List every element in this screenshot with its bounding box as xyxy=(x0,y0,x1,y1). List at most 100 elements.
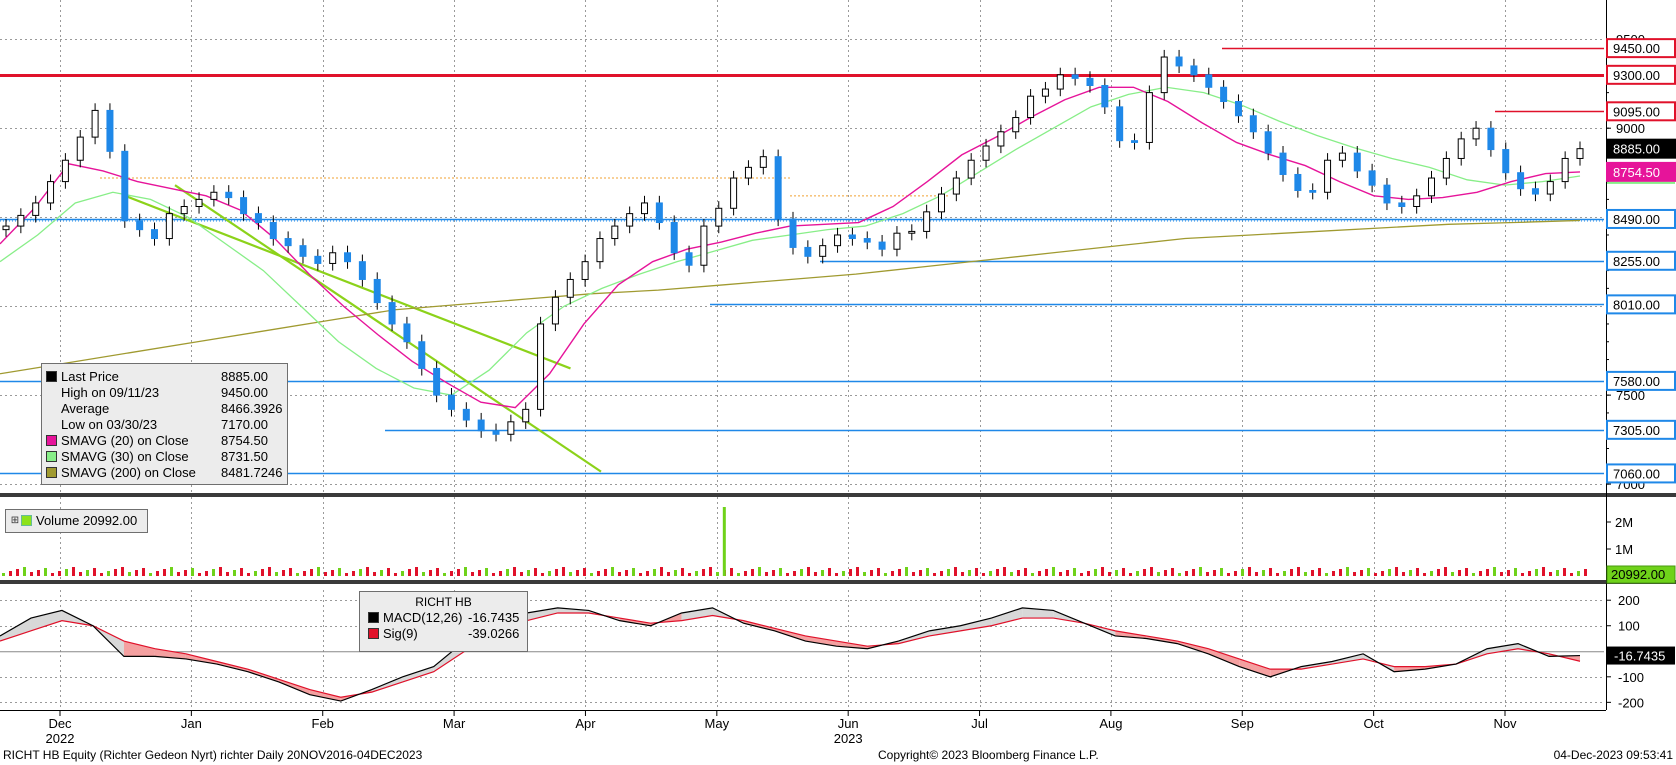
candle-body xyxy=(165,213,173,240)
volume-bar xyxy=(79,572,82,576)
legend-label: Last Price xyxy=(61,368,119,384)
macd-histogram-fill xyxy=(0,618,31,642)
volume-bar xyxy=(331,570,334,576)
volume-bar xyxy=(1542,567,1545,576)
candle-body xyxy=(1205,74,1213,88)
candle-body xyxy=(403,323,411,343)
x-month-label: Aug xyxy=(1099,716,1122,731)
candle-body xyxy=(1457,138,1465,159)
candle-body xyxy=(507,421,515,435)
volume-bar xyxy=(373,572,376,576)
volume-bar xyxy=(1192,569,1195,576)
volume-bar xyxy=(520,572,523,576)
candle-body xyxy=(982,145,990,161)
volume-bar xyxy=(93,568,96,576)
volume-bar xyxy=(1164,570,1167,576)
volume-bar xyxy=(884,573,887,576)
volume-bar xyxy=(996,569,999,576)
volume-badge xyxy=(1606,565,1676,584)
volume-bar xyxy=(1255,572,1258,576)
macd-legend-title: RICHT HB xyxy=(415,595,472,609)
volume-bar xyxy=(807,567,810,576)
volume-bar xyxy=(1129,573,1132,576)
volume-bar xyxy=(1220,568,1223,576)
volume-bar xyxy=(1241,569,1244,576)
candle-body xyxy=(685,252,693,266)
macd-histogram-fill xyxy=(309,689,341,702)
volume-bar-spike xyxy=(722,507,726,576)
volume-bar xyxy=(835,573,838,576)
footer-copyright: Copyright© 2023 Bloomberg Finance L.P. xyxy=(878,748,1099,762)
volume-bar xyxy=(1416,568,1419,576)
legend-label: High on 09/11/23 xyxy=(61,384,160,400)
volume-bar xyxy=(1514,568,1517,576)
candle-body xyxy=(551,296,559,325)
macd-swatch xyxy=(368,611,379,623)
candle-body xyxy=(150,229,158,240)
legend-label: SMAVG (20) on Close xyxy=(61,432,189,448)
candle-body xyxy=(1027,95,1035,119)
volume-bar xyxy=(1311,570,1314,576)
legend-value: 8754.50 xyxy=(221,432,268,448)
volume-bar xyxy=(919,570,922,576)
volume-bar xyxy=(933,573,936,576)
price-level-value: 9300.00 xyxy=(1613,68,1660,83)
price-level-badge xyxy=(1606,38,1676,59)
volume-bar xyxy=(170,567,173,576)
sma200-line xyxy=(0,219,1581,375)
volume-bar xyxy=(625,570,628,576)
volume-bar xyxy=(786,573,789,576)
volume-bar xyxy=(1451,572,1454,576)
candle-body xyxy=(447,394,455,410)
candle-body xyxy=(1383,184,1391,204)
volume-bar xyxy=(289,568,292,576)
volume-bar xyxy=(1269,568,1272,576)
volume-bar xyxy=(310,569,313,576)
signal-label: Sig(9) xyxy=(383,625,418,641)
volume-bar xyxy=(947,569,950,576)
volume-bar xyxy=(121,567,124,576)
volume-bar xyxy=(149,573,152,576)
volume-bar xyxy=(1332,571,1335,576)
x-month-label: Oct xyxy=(1364,716,1385,731)
candle-body xyxy=(284,238,292,247)
candle-body xyxy=(32,202,40,216)
volume-bar xyxy=(317,567,320,576)
volume-bar xyxy=(415,567,418,576)
macd-histogram-fill xyxy=(619,618,651,626)
volume-bar xyxy=(450,571,453,576)
candle-body xyxy=(1546,181,1554,195)
legend-value: 9450.00 xyxy=(221,384,268,400)
candle-body xyxy=(418,341,426,369)
volume-bar xyxy=(366,567,369,576)
volume-bar xyxy=(877,568,880,576)
volume-bar xyxy=(254,571,257,576)
macd-histogram-fill xyxy=(154,648,186,659)
volume-bar xyxy=(912,572,915,576)
macd-badge xyxy=(1607,646,1675,665)
candle-body xyxy=(225,191,233,199)
volume-bar xyxy=(471,572,474,576)
volume-bar xyxy=(296,573,299,576)
volume-bar xyxy=(107,571,110,576)
candle-body xyxy=(878,241,886,250)
volume-bar xyxy=(1206,572,1209,576)
macd-histogram-fill xyxy=(960,618,992,631)
candle-body xyxy=(433,367,441,396)
volume-bar xyxy=(457,569,460,576)
volume-bar xyxy=(324,572,327,576)
volume-bar xyxy=(212,569,215,576)
volume-bar xyxy=(1122,568,1125,576)
volume-bar xyxy=(856,567,859,576)
volume-bar xyxy=(982,573,985,576)
volume-bar xyxy=(1535,569,1538,576)
volume-bar xyxy=(429,570,432,576)
macd-histogram-fill xyxy=(774,628,806,642)
macd-histogram-fill xyxy=(1487,643,1519,654)
volume-bar xyxy=(387,568,390,576)
candle-body xyxy=(670,222,678,254)
candle-body xyxy=(744,166,752,179)
expand-icon[interactable]: ⊞ xyxy=(10,514,20,526)
price-level-badge xyxy=(1606,419,1676,440)
candle-body xyxy=(195,198,203,208)
